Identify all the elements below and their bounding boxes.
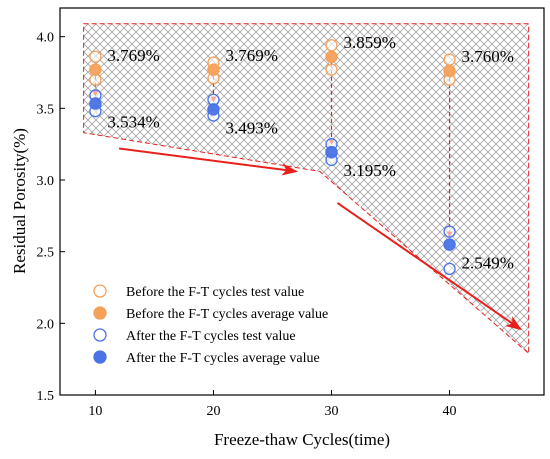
before-test-marker (325, 63, 338, 76)
y-tick-label: 1.5 (37, 389, 55, 404)
before-average-marker (443, 64, 456, 78)
y-tick-label: 2.0 (37, 317, 55, 332)
x-tick-label: 30 (325, 404, 339, 419)
legend-label-after-test: After the F-T cycles test value (126, 329, 296, 344)
before-average-label: 3.760% (462, 47, 514, 66)
after-average-label: 3.534% (107, 112, 159, 131)
before-average-marker (207, 63, 220, 76)
after-average-label: 3.493% (225, 118, 277, 137)
after-average-marker (325, 145, 338, 159)
before-average-marker (89, 63, 102, 76)
legend-label-before-average: Before the F-T cycles average value (126, 307, 328, 322)
before-test-marker (89, 50, 102, 63)
before-average-marker (325, 50, 338, 64)
legend-marker-after-test (93, 328, 107, 342)
before-test-marker (443, 53, 456, 66)
before-average-label: 3.859% (344, 33, 396, 52)
before-average-label: 3.769% (225, 46, 277, 65)
y-tick-label: 2.5 (37, 246, 55, 261)
legend-marker-before-test (93, 284, 107, 298)
y-tick-label: 4.0 (37, 31, 55, 46)
before-average-label: 3.769% (107, 46, 159, 65)
legend-marker-before-average (93, 306, 107, 320)
y-tick-label: 3.0 (37, 174, 55, 189)
x-tick-label: 20 (206, 404, 220, 419)
legend-marker-after-average (93, 350, 107, 364)
legend-label-before-test: Before the F-T cycles test value (126, 285, 304, 300)
after-average-label: 3.195% (344, 161, 396, 180)
after-average-marker (89, 97, 102, 110)
x-tick-label: 40 (443, 404, 457, 419)
legend-label-after-average: After the F-T cycles average value (126, 351, 320, 366)
x-axis-title: Freeze-thaw Cycles(time) (214, 430, 390, 449)
after-test-marker (443, 262, 456, 276)
after-average-marker (443, 238, 456, 251)
plot-area (59, 7, 545, 396)
before-test-marker (325, 39, 338, 52)
trend-arrow (118, 147, 299, 176)
trend-arrow (336, 202, 523, 331)
y-axis-title: Residual Porosity(%) (10, 128, 29, 274)
after-average-marker (207, 103, 220, 116)
after-average-label: 2.549% (462, 254, 514, 273)
after-test-marker (443, 225, 456, 238)
shaded-region (83, 23, 530, 355)
legend: Before the F-T cycles test value Before … (93, 284, 328, 366)
y-tick-label: 3.5 (37, 102, 55, 117)
x-tick-label: 10 (88, 404, 102, 419)
